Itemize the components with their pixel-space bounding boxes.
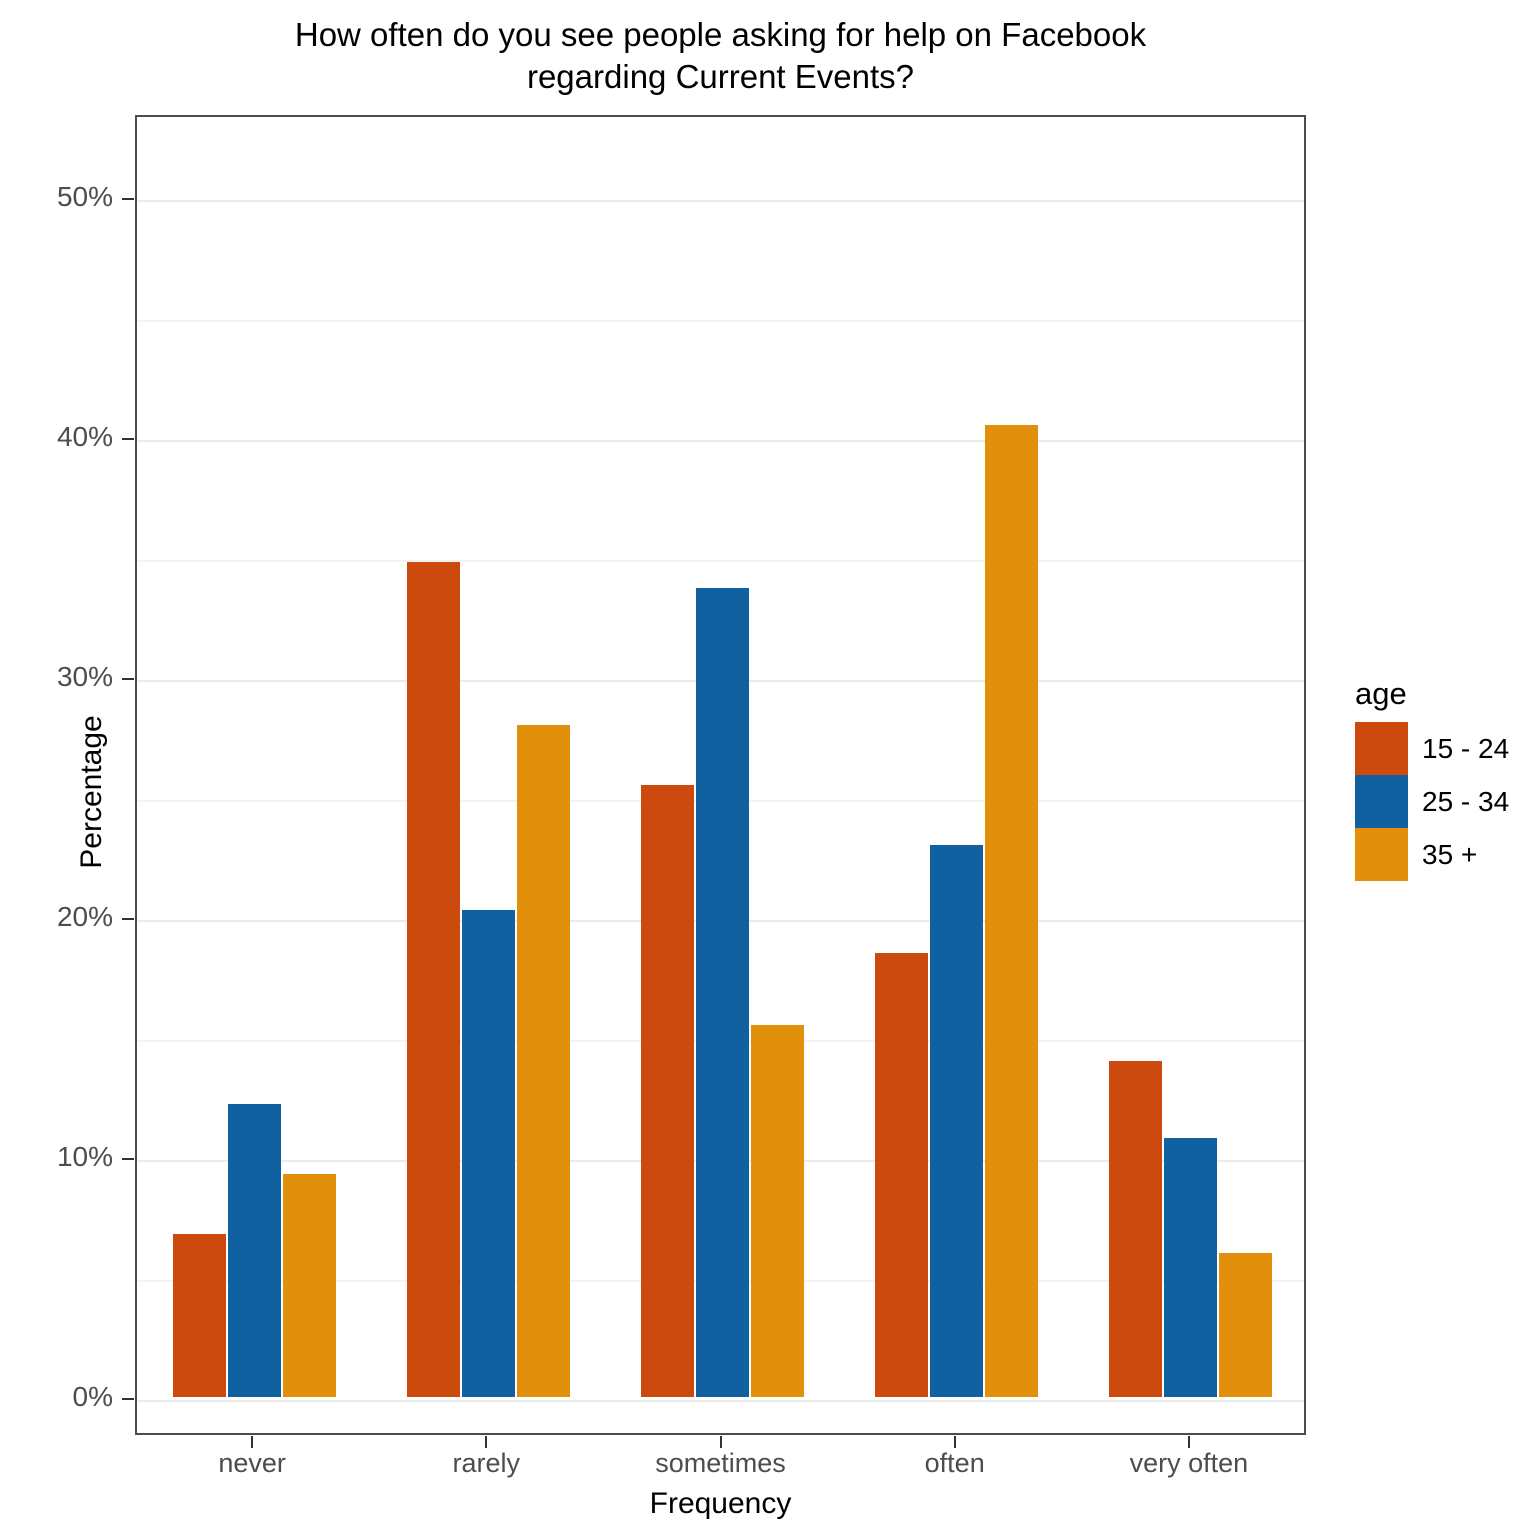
y-tick-mark: [122, 198, 134, 200]
x-axis-title: Frequency: [649, 1487, 792, 1520]
y-tick-label: 50%: [56, 181, 113, 212]
bar: [641, 785, 694, 1397]
legend: age 15 - 24 25 - 34 35 +: [1355, 676, 1509, 881]
legend-swatch: [1355, 828, 1408, 881]
x-tick-mark: [953, 1436, 956, 1448]
bar: [696, 588, 749, 1397]
gridline-minor: [137, 320, 1304, 322]
y-tick-mark: [122, 438, 134, 440]
bar: [751, 1025, 804, 1397]
x-tick-label: often: [924, 1448, 985, 1478]
y-tick-mark: [122, 918, 134, 920]
legend-entry[interactable]: 15 - 24: [1355, 722, 1509, 775]
bar: [1164, 1137, 1218, 1397]
y-tick-label: 0%: [72, 1381, 113, 1412]
y-tick-label: 30%: [56, 661, 113, 692]
y-tick-label: 10%: [56, 1141, 113, 1172]
plot-panel: [135, 115, 1306, 1435]
y-tick-mark: [122, 1398, 134, 1400]
x-tick-label: rarely: [452, 1448, 521, 1478]
bar: [875, 953, 929, 1397]
bar: [227, 1104, 281, 1397]
y-tick-label: 40%: [56, 421, 113, 452]
legend-entry[interactable]: 35 +: [1355, 828, 1509, 881]
legend-swatch: [1355, 722, 1408, 775]
legend-title: age: [1355, 676, 1407, 711]
x-tick-mark: [1187, 1436, 1190, 1448]
legend-swatch: [1355, 775, 1408, 828]
x-tick-mark: [251, 1436, 254, 1448]
y-tick-mark: [122, 678, 134, 680]
page-title: How often do you see people asking for h…: [294, 16, 1147, 95]
bar: [930, 845, 984, 1397]
y-tick-mark: [122, 1158, 134, 1160]
legend-entry[interactable]: 25 - 34: [1355, 775, 1509, 828]
gridline-major: [137, 1400, 1304, 1402]
legend-entries: 15 - 24 25 - 34 35 +: [1355, 722, 1509, 881]
gridline-major: [137, 440, 1304, 442]
legend-label: 15 - 24: [1422, 732, 1510, 764]
bar: [516, 725, 570, 1397]
y-tick-label: 20%: [56, 901, 113, 932]
bar: [406, 561, 460, 1397]
bar: [985, 425, 1039, 1397]
legend-label: 35 +: [1422, 838, 1478, 870]
x-tick-label: very often: [1129, 1448, 1249, 1478]
bar: [1109, 1061, 1163, 1397]
x-tick-mark: [719, 1436, 722, 1448]
x-tick-label: never: [218, 1448, 286, 1478]
bar: [172, 1233, 226, 1397]
bar: [282, 1173, 336, 1397]
x-tick-label: sometimes: [655, 1448, 786, 1478]
gridline-minor: [137, 560, 1304, 562]
bar: [461, 909, 515, 1397]
legend-label: 25 - 34: [1422, 785, 1510, 817]
y-axis-title: Percentage: [75, 715, 108, 869]
gridline-major: [137, 200, 1304, 202]
bar: [1219, 1253, 1273, 1397]
x-tick-mark: [485, 1436, 488, 1448]
